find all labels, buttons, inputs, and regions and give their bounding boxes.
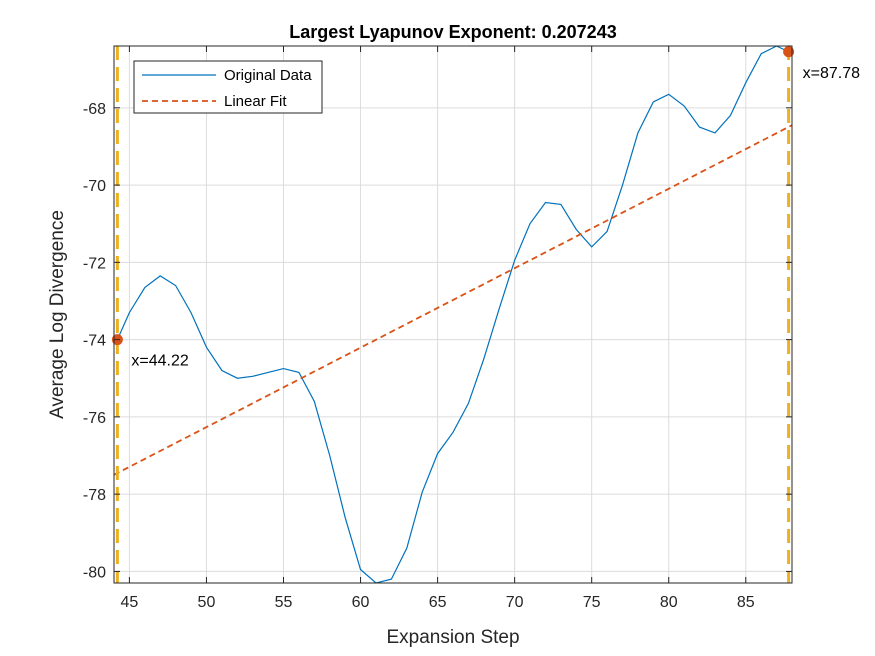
y-tick-label: -68: [83, 101, 106, 118]
y-tick-label: -76: [83, 410, 106, 427]
y-tick-label: -70: [83, 178, 106, 195]
chart-title: Largest Lyapunov Exponent: 0.207243: [289, 22, 616, 42]
point-annotation: x=87.78: [803, 65, 860, 82]
y-tick-label: -78: [83, 487, 106, 504]
x-tick-label: 80: [660, 594, 678, 611]
vertical-lines: [115, 46, 791, 583]
x-tick-label: 60: [352, 594, 370, 611]
legend: Original Data Linear Fit: [133, 60, 323, 114]
legend-box: [133, 60, 323, 114]
y-tick-label: -74: [83, 333, 106, 350]
y-tick-label: -80: [83, 564, 106, 581]
y-axis-label: Average Log Divergence: [47, 210, 68, 419]
point-annotation: x=44.22: [131, 353, 188, 370]
y-tick-label: -72: [83, 255, 106, 272]
legend-entry: Linear Fit: [224, 93, 287, 110]
x-axis-label: Expansion Step: [386, 627, 519, 648]
original-data-line: [116, 45, 789, 584]
x-tick-label: 45: [121, 594, 139, 611]
plot-area: [114, 46, 792, 583]
annotations: x=44.22 x=87.78: [131, 65, 860, 370]
plot-border: [113, 45, 793, 584]
series-layer: [113, 45, 793, 584]
x-tick-label: 55: [275, 594, 293, 611]
linear-fit-line: [113, 124, 793, 476]
x-tick-label: 65: [429, 594, 447, 611]
x-tick-label: 50: [198, 594, 216, 611]
x-tick-label: 75: [583, 594, 601, 611]
boundary-marker: [783, 46, 795, 58]
legend-entry: Original Data: [224, 67, 312, 84]
axis-ticks: 45 50 55 60 65 70 75 80 85 -68 -70 -72 -74 -76 -78 -80: [83, 46, 792, 611]
grid-lines: [114, 46, 792, 583]
x-tick-label: 85: [737, 594, 755, 611]
x-tick-label: 70: [506, 594, 524, 611]
